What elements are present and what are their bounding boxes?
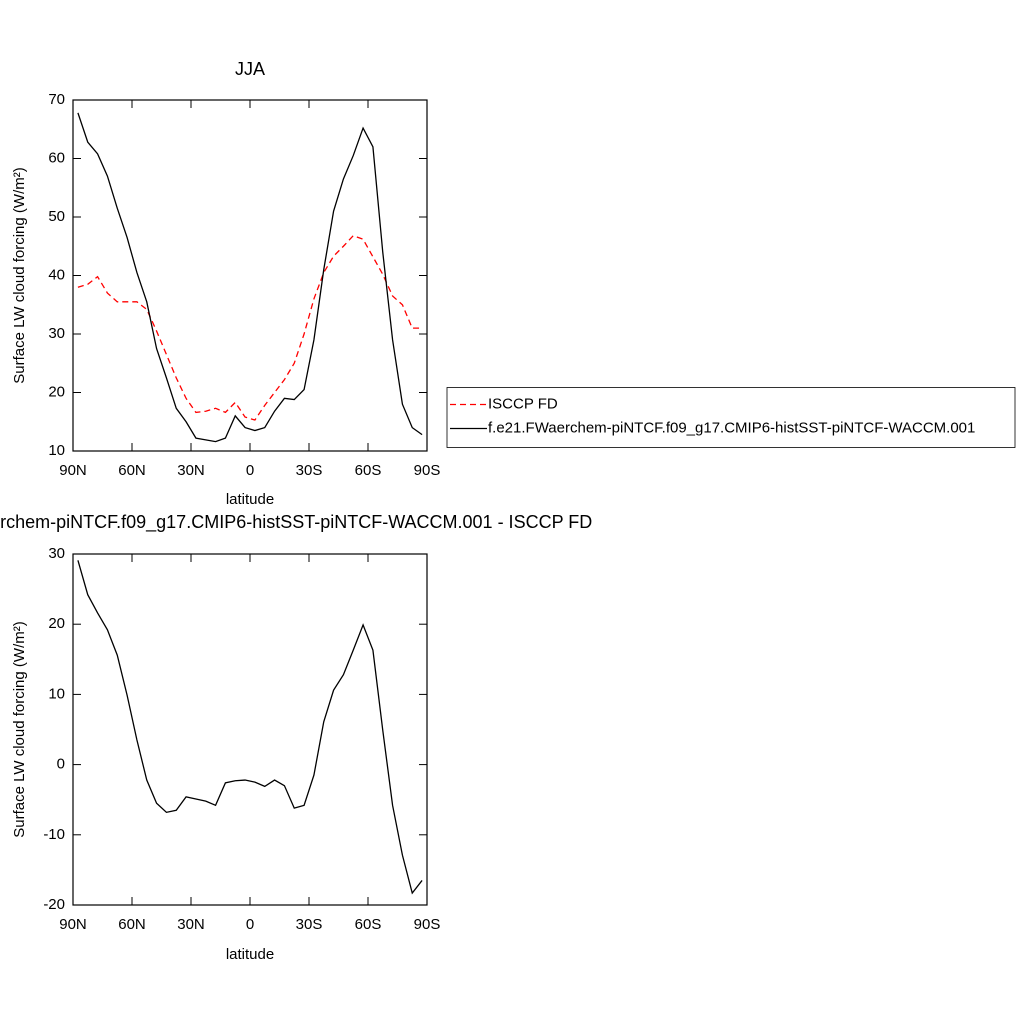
y-tick-label: 40: [48, 266, 65, 283]
y-tick-label: 30: [48, 545, 65, 562]
x-tick-label: 60S: [355, 462, 382, 479]
legend-label: ISCCP FD: [488, 395, 558, 412]
y-tick-label: 0: [57, 756, 65, 773]
x-tick-label: 90S: [414, 462, 441, 479]
data-line: [77, 234, 423, 421]
x-tick-label: 60N: [118, 462, 146, 479]
legend-label: f.e21.FWaerchem-piNTCF.f09_g17.CMIP6-his…: [488, 419, 975, 436]
chart-title: f.e21.FWaerchem-piNTCF.f09_g17.CMIP6-his…: [0, 512, 592, 533]
legend-box: [446, 387, 1016, 448]
x-axis-label: latitude: [226, 946, 274, 963]
y-tick-label: -10: [43, 826, 65, 843]
x-tick-label: 30N: [177, 916, 205, 933]
y-tick-label: 20: [48, 615, 65, 632]
x-tick-label: 90N: [59, 462, 87, 479]
x-tick-label: 60N: [118, 916, 146, 933]
y-tick-label: 50: [48, 208, 65, 225]
x-tick-label: 0: [246, 462, 254, 479]
data-line: [77, 560, 423, 895]
plot-frame: [72, 553, 428, 906]
y-tick-label: 10: [48, 442, 65, 459]
y-tick-label: 30: [48, 325, 65, 342]
x-tick-label: 0: [246, 916, 254, 933]
y-tick-label: 70: [48, 91, 65, 108]
x-tick-label: 30S: [296, 916, 323, 933]
y-tick-label: 10: [48, 685, 65, 702]
y-axis-label: Surface LW cloud forcing (W/m²): [11, 167, 28, 383]
y-tick-label: 60: [48, 149, 65, 166]
chart-title: JJA: [235, 59, 265, 79]
x-tick-label: 30N: [177, 462, 205, 479]
x-tick-label: 60S: [355, 916, 382, 933]
plot-frame: [72, 99, 428, 452]
y-axis-label: Surface LW cloud forcing (W/m²): [11, 621, 28, 837]
x-tick-label: 90N: [59, 916, 87, 933]
x-tick-label: 30S: [296, 462, 323, 479]
y-tick-label: -20: [43, 896, 65, 913]
x-axis-label: latitude: [226, 491, 274, 508]
y-tick-label: 20: [48, 383, 65, 400]
data-line: [77, 112, 423, 443]
x-tick-label: 90S: [414, 916, 441, 933]
